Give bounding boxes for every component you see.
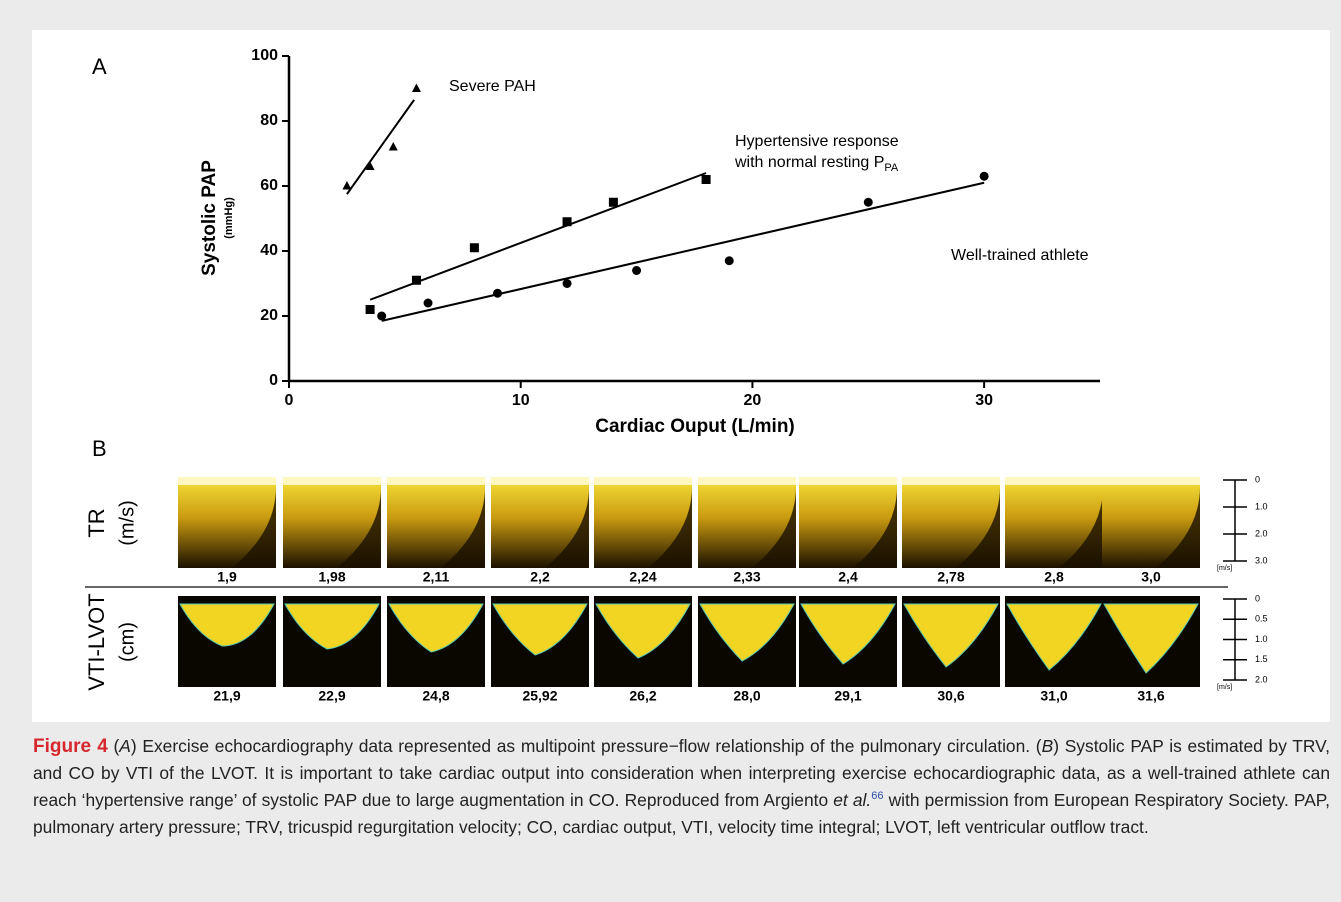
y-tick-label: 100: [251, 47, 278, 64]
y-axis-label: Systolic PAP: [199, 160, 220, 276]
row-unit: (cm): [116, 622, 138, 662]
measurement-value: 1,98: [318, 569, 345, 585]
echo-header: [594, 477, 692, 485]
data-point: [563, 279, 572, 288]
measurement-value: 2,11: [423, 569, 450, 585]
scale-label: 2.0: [1255, 528, 1268, 538]
echo-header: [387, 477, 485, 485]
measurement-value: 2,2: [530, 569, 550, 585]
series-label-subscript: PA: [884, 162, 899, 174]
data-point: [725, 256, 734, 265]
measurement-value: 3,0: [1141, 569, 1161, 585]
x-tick-label: 20: [744, 392, 762, 409]
row-label: VTI-LVOT: [84, 593, 109, 690]
page: A B 0 20 40 60 80 100 0 10 20 30 Cardiac Ouput (L/…: [0, 0, 1341, 902]
echo-header: [1102, 477, 1200, 485]
measurement-value: 31,0: [1040, 688, 1067, 704]
scale-label: 1.0: [1255, 634, 1268, 644]
caption: Figure 4 (A) Exercise echocardiography d…: [33, 733, 1330, 841]
measurement-value: 24,8: [422, 688, 449, 704]
scale-label: 2.0: [1255, 674, 1268, 684]
data-point: [493, 289, 502, 298]
series-label: with normal resting PPA: [734, 154, 899, 174]
x-axis-label: Cardiac Ouput (L/min): [595, 416, 795, 437]
x-tick-label: 10: [512, 392, 530, 409]
measurement-value: 31,6: [1137, 688, 1164, 704]
scale-unit: [m/s]: [1217, 565, 1232, 572]
measurement-value: 2,33: [733, 569, 760, 585]
row-unit: (m/s): [116, 500, 138, 546]
caption-text: ) Exercise echocardiography data represe…: [131, 736, 1042, 756]
y-axis-unit: (mmHg): [223, 197, 235, 239]
echo-header: [698, 477, 796, 485]
y-tick-label: 80: [260, 112, 278, 129]
x-tick-label: 0: [285, 392, 294, 409]
figure: A B 0 20 40 60 80 100 0 10 20 30 Cardiac Ouput (L/…: [32, 30, 1330, 722]
data-point: [609, 198, 618, 207]
measurement-value: 25,92: [522, 688, 557, 704]
y-tick-label: 40: [260, 242, 278, 259]
measurement-value: 29,1: [834, 688, 861, 704]
echo-header: [799, 477, 897, 485]
measurement-value: 28,0: [733, 688, 760, 704]
data-point: [424, 299, 433, 308]
echo-header: [1005, 477, 1103, 485]
echo-header: [178, 477, 276, 485]
caption-text: A: [119, 736, 131, 756]
measurement-value: 26,2: [629, 688, 656, 704]
series-label: Hypertensive response: [735, 133, 899, 150]
measurement-value: 2,8: [1044, 569, 1064, 585]
caption-text: B: [1042, 736, 1054, 756]
series-label: Severe PAH: [449, 78, 536, 95]
panel-label: A: [92, 54, 107, 79]
scale-label: 0: [1255, 474, 1260, 484]
y-tick-label: 60: [260, 177, 278, 194]
x-tick-label: 30: [975, 392, 993, 409]
data-point: [864, 198, 873, 207]
echo-header: [283, 477, 381, 485]
row-label: TR: [84, 508, 109, 537]
scale-label: 3.0: [1255, 555, 1268, 565]
data-point: [412, 276, 421, 285]
y-tick-label: 20: [260, 307, 278, 324]
data-point: [470, 243, 479, 252]
measurement-value: 30,6: [937, 688, 964, 704]
data-point: [377, 312, 386, 321]
scale-label: 0: [1255, 593, 1260, 603]
caption-text: et al.: [833, 790, 871, 810]
panel-label: B: [92, 436, 107, 461]
scale-label: 1.0: [1255, 501, 1268, 511]
scale-label: 0.5: [1255, 614, 1268, 624]
measurement-value: 22,9: [318, 688, 345, 704]
data-point: [563, 217, 572, 226]
data-point: [980, 172, 989, 181]
scale-label: 1.5: [1255, 654, 1268, 664]
data-point: [366, 305, 375, 314]
measurement-value: 21,9: [213, 688, 240, 704]
measurement-value: 1,9: [217, 569, 237, 585]
data-point: [702, 175, 711, 184]
y-tick-label: 0: [269, 372, 278, 389]
echo-header: [902, 477, 1000, 485]
data-point: [632, 266, 641, 275]
series-label: Well-trained athlete: [951, 247, 1089, 264]
measurement-value: 2,24: [629, 569, 656, 585]
echo-header: [491, 477, 589, 485]
measurement-value: 2,78: [937, 569, 964, 585]
measurement-value: 2,4: [838, 569, 858, 585]
caption-reference: 66: [871, 790, 883, 802]
caption-label: Figure 4: [33, 736, 108, 757]
scale-unit: [m/s]: [1217, 684, 1232, 691]
